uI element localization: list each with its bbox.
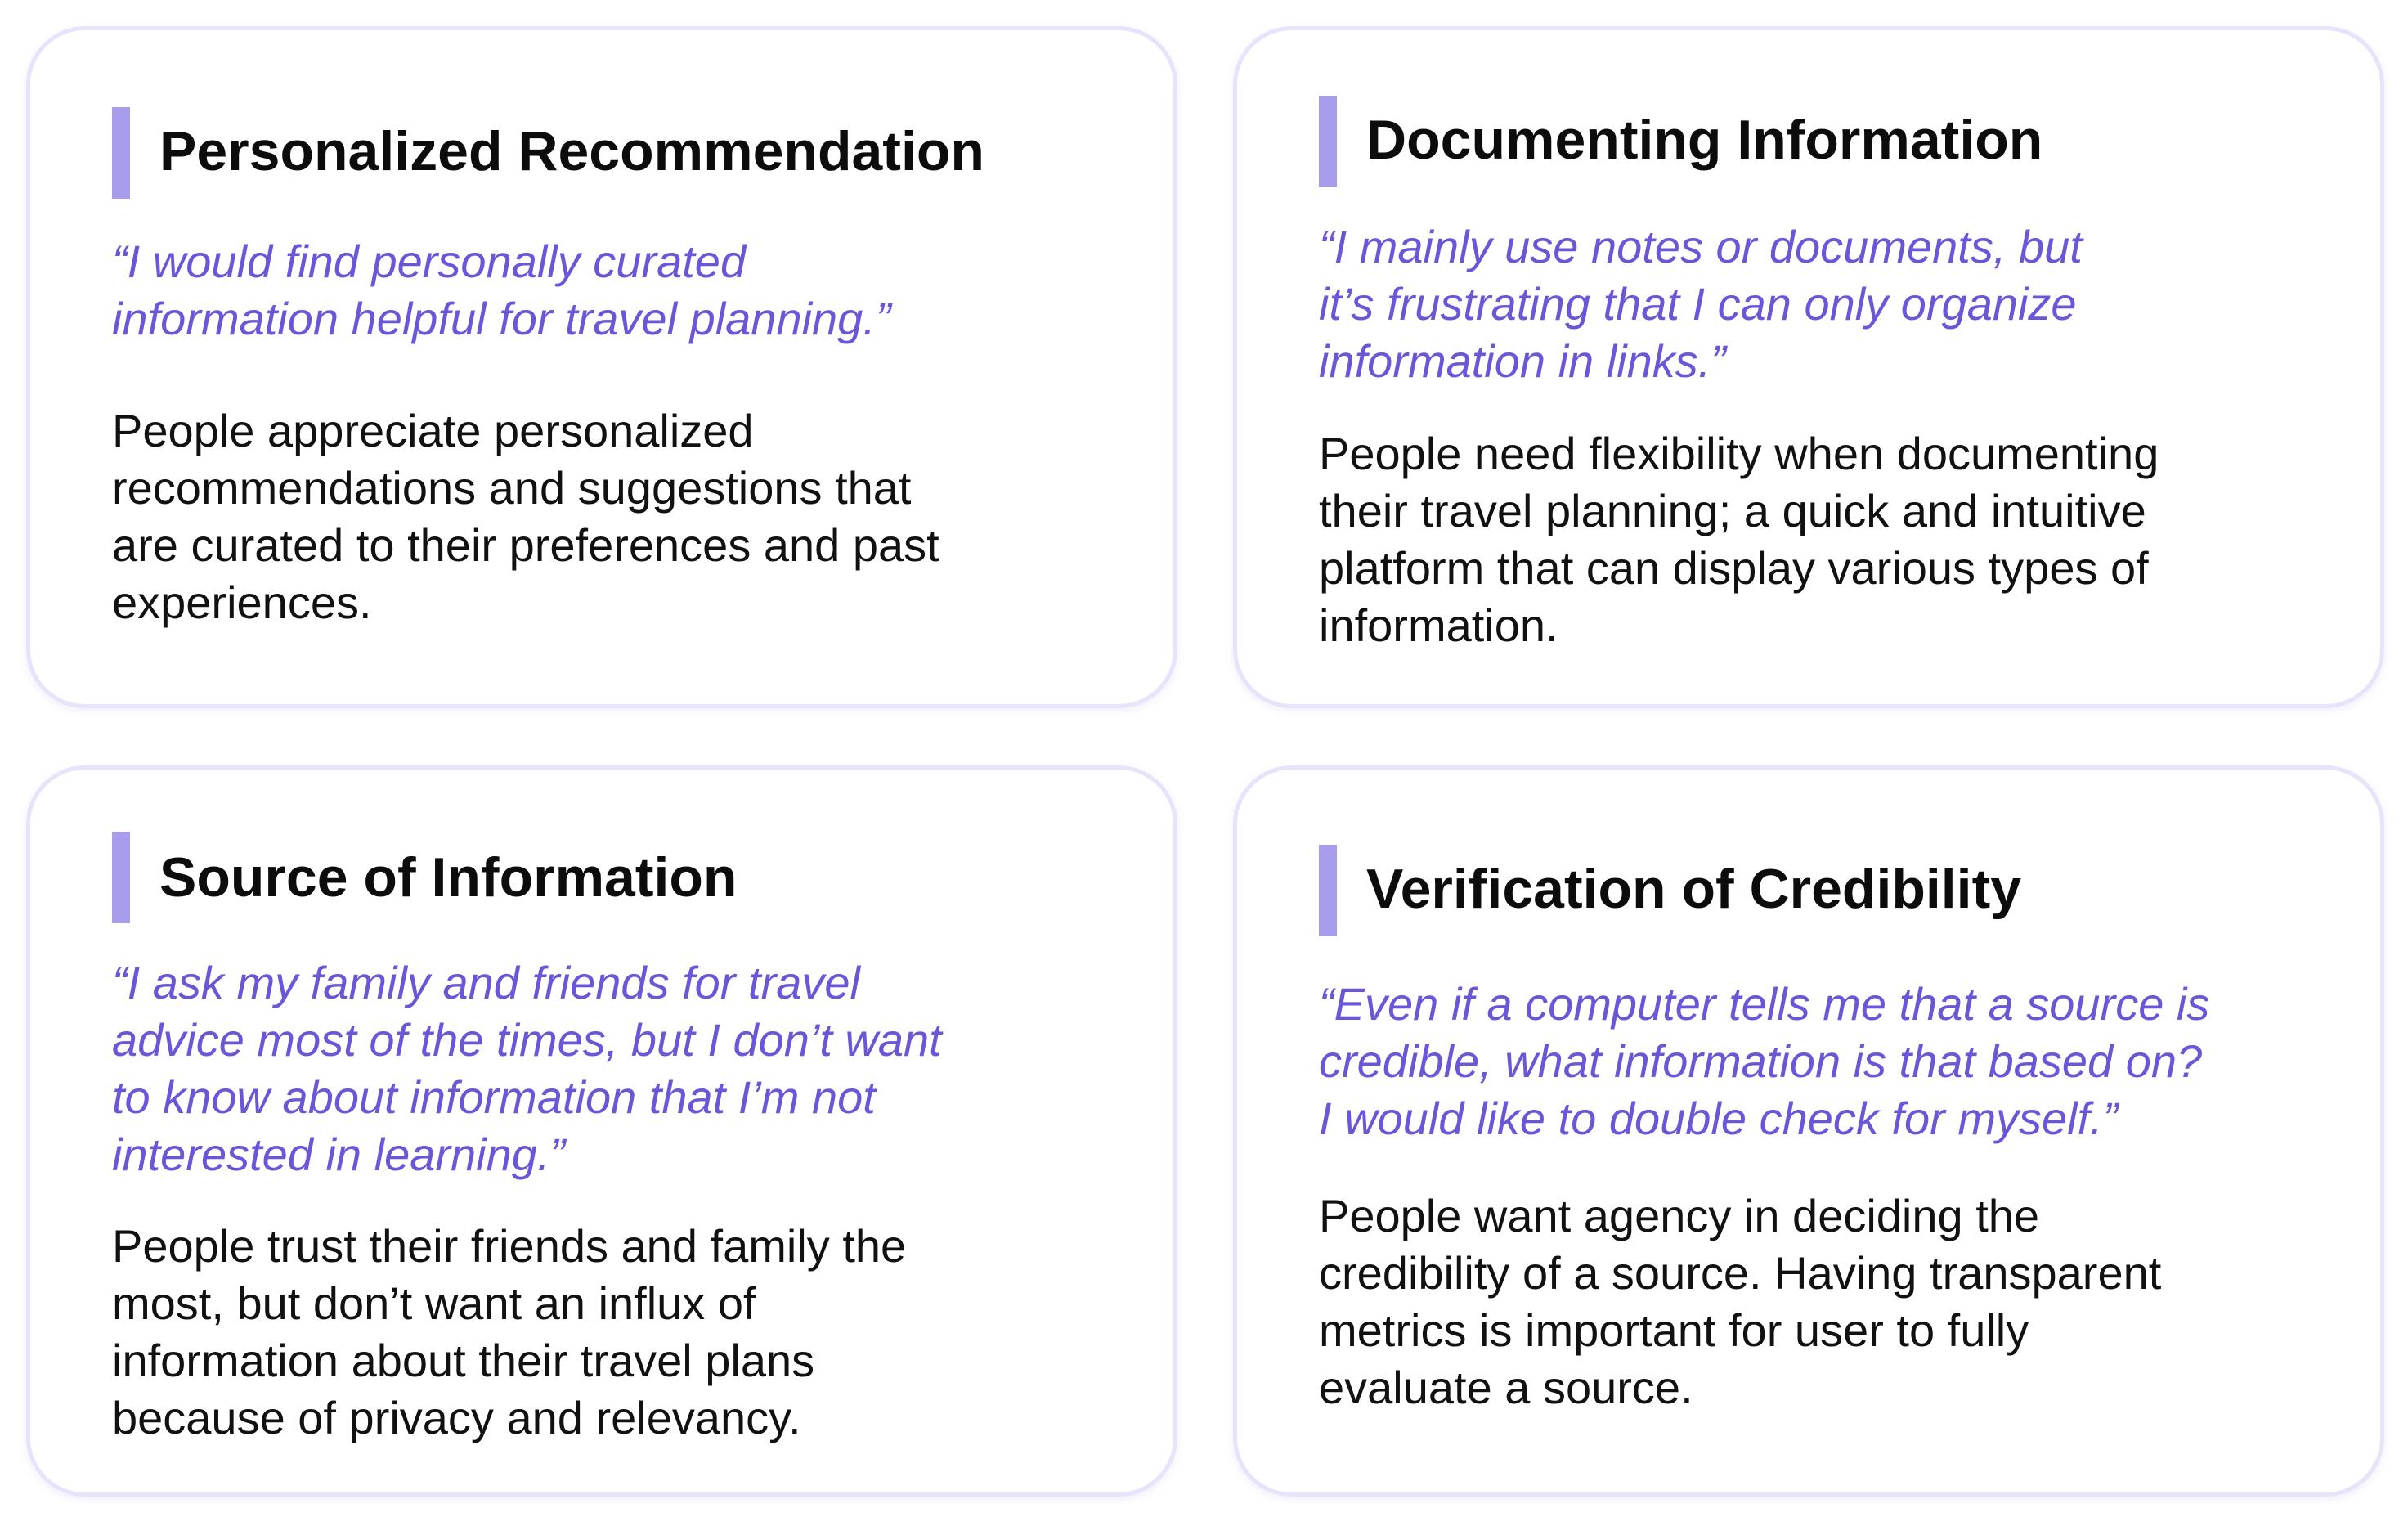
insight-description: People trust their friends and family th… xyxy=(112,1220,907,1443)
accent-bar xyxy=(1319,845,1337,936)
user-quote: “I ask my family and friends for travel … xyxy=(112,957,942,1180)
accent-bar xyxy=(112,107,130,199)
insight-description: People appreciate personalized recommend… xyxy=(112,405,939,628)
insight-card-personalized-recommendation: Personalized Recommendation “I would fin… xyxy=(26,26,1177,708)
card-title: Verification of Credibility xyxy=(1366,858,2022,920)
card-title: Documenting Information xyxy=(1366,109,2043,171)
accent-bar xyxy=(112,832,130,923)
insight-card-documenting-information: Documenting Information “I mainly use no… xyxy=(1233,26,2384,708)
insight-description: People need flexibility when documenting… xyxy=(1319,428,2159,651)
user-quote: “Even if a computer tells me that a sour… xyxy=(1319,978,2210,1144)
user-quote: “I would find personally curated informa… xyxy=(112,236,891,344)
user-quote: “I mainly use notes or documents, but it… xyxy=(1319,221,2083,387)
accent-bar xyxy=(1319,96,1337,187)
insight-card-source-of-information: Source of Information “I ask my family a… xyxy=(26,765,1177,1497)
card-title: Personalized Recommendation xyxy=(159,120,984,182)
insight-description: People want agency in deciding the credi… xyxy=(1319,1190,2162,1413)
insight-card-verification-of-credibility: Verification of Credibility “Even if a c… xyxy=(1233,765,2384,1497)
card-title: Source of Information xyxy=(159,846,738,909)
